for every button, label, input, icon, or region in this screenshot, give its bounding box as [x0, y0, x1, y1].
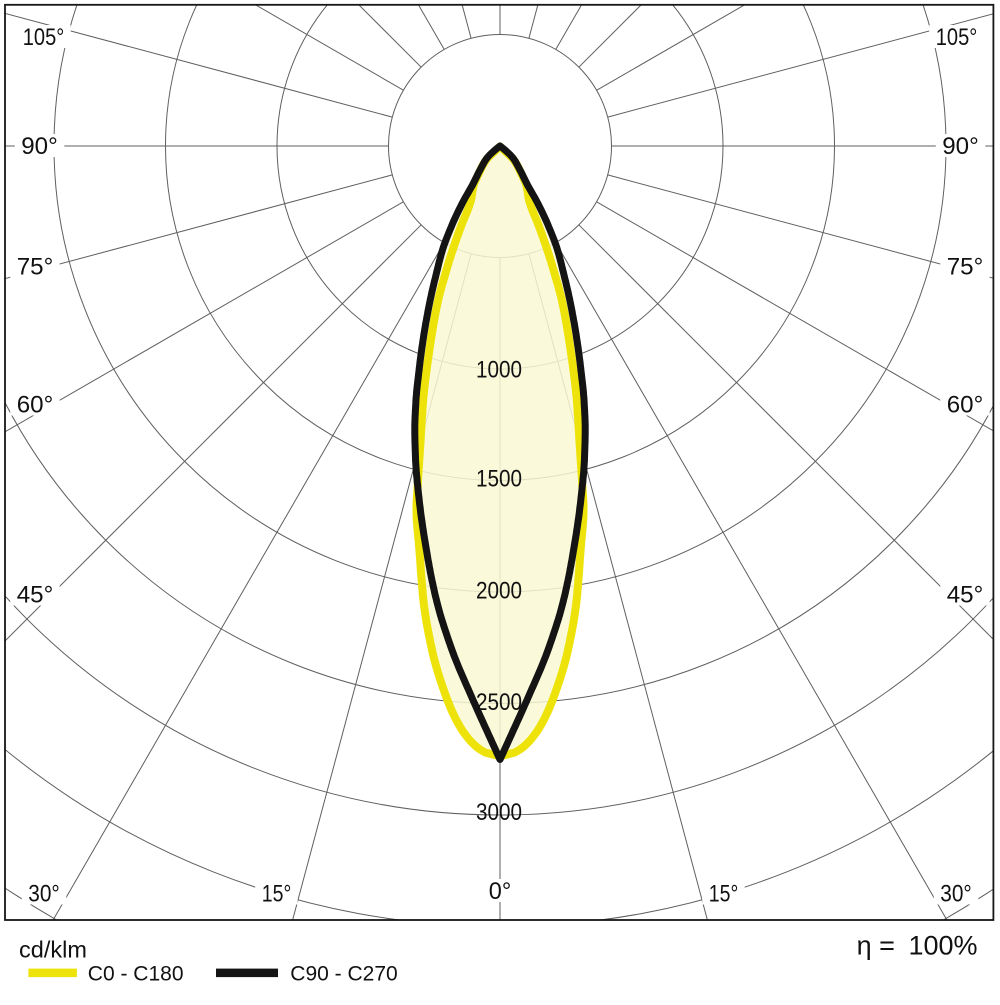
- svg-text:C90 - C270: C90 - C270: [290, 963, 397, 986]
- svg-text:C0 - C180: C0 - C180: [88, 963, 184, 986]
- svg-text:90°: 90°: [21, 133, 58, 160]
- svg-text:105°: 105°: [23, 24, 65, 51]
- svg-text:cd/klm: cd/klm: [19, 937, 87, 963]
- svg-text:45°: 45°: [17, 582, 54, 609]
- svg-text:45°: 45°: [947, 582, 984, 609]
- svg-text:90°: 90°: [942, 133, 979, 160]
- svg-text:105°: 105°: [936, 24, 978, 51]
- svg-text:1000: 1000: [476, 357, 522, 384]
- svg-text:0°: 0°: [489, 878, 512, 905]
- svg-text:30°: 30°: [940, 881, 972, 908]
- svg-text:15°: 15°: [262, 881, 292, 908]
- svg-text:60°: 60°: [947, 392, 984, 419]
- svg-text:3000: 3000: [476, 799, 522, 826]
- svg-text:η = 100%: η = 100%: [857, 931, 978, 961]
- svg-text:15°: 15°: [709, 881, 739, 908]
- svg-text:2000: 2000: [476, 578, 522, 605]
- svg-text:30°: 30°: [28, 881, 60, 908]
- svg-text:60°: 60°: [17, 392, 54, 419]
- svg-text:75°: 75°: [947, 254, 984, 281]
- svg-text:2500: 2500: [476, 689, 522, 716]
- svg-text:1500: 1500: [476, 466, 522, 493]
- svg-text:75°: 75°: [17, 254, 54, 281]
